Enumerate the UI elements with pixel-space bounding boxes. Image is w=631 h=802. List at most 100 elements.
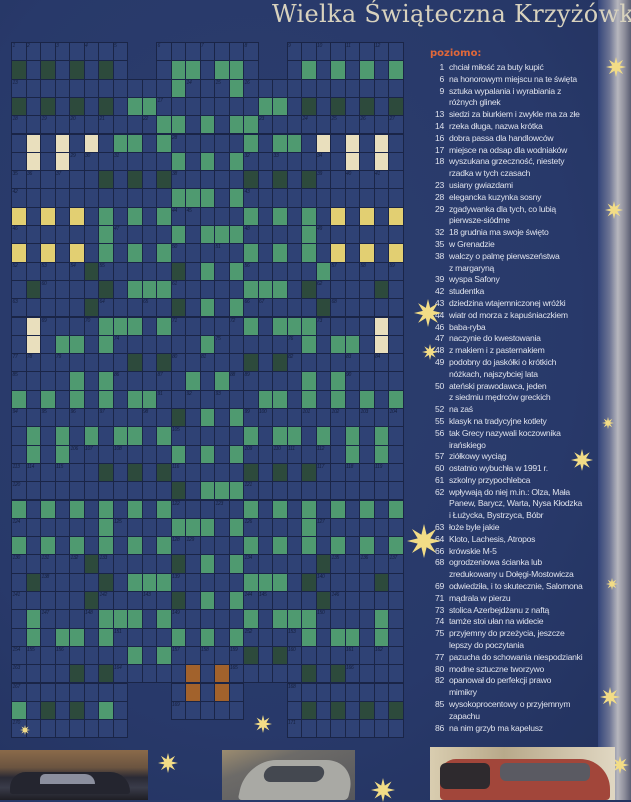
crossword-cell — [83, 298, 99, 318]
crossword-cell — [83, 700, 99, 721]
crossword-cell — [11, 243, 27, 263]
crossword-cell — [214, 572, 230, 592]
crossword-cell — [301, 371, 317, 391]
crossword-cell — [127, 316, 143, 336]
crossword-cell — [257, 334, 273, 355]
crossword-cell — [185, 96, 201, 117]
crossword-cell — [199, 206, 215, 226]
crossword-cell — [170, 554, 186, 574]
cell-number: 6 — [157, 43, 161, 49]
crossword-cell — [301, 353, 317, 373]
crossword-cell — [359, 572, 375, 592]
star-icon — [254, 715, 272, 733]
crossword-cell — [170, 627, 186, 647]
crossword-cell — [185, 627, 201, 647]
crossword-cell — [243, 389, 259, 409]
clue-number: 44 — [434, 309, 444, 320]
crossword-cell — [228, 60, 244, 80]
clue-line: 13 siedzi za biurkiem i zwykle ma za złe — [426, 109, 601, 121]
crossword-cell — [330, 353, 346, 373]
crossword-cell — [286, 554, 302, 574]
crossword-cell — [344, 151, 360, 172]
crossword-cell — [25, 298, 41, 318]
crossword-cell — [40, 719, 56, 739]
crossword-cell — [344, 60, 360, 80]
clue-line: 63 łoże byle jakie — [426, 522, 601, 534]
crossword-cell — [127, 426, 143, 446]
clue-number: 14 — [434, 120, 444, 131]
crossword-cell — [25, 572, 41, 592]
clue-number: 43 — [434, 297, 444, 308]
clue-text: z margaryną — [449, 262, 495, 273]
cell-number: 10 — [317, 43, 322, 49]
crossword-cell — [330, 719, 346, 739]
crossword-cell — [257, 371, 273, 391]
clue-line: 55 klasyk na tradycyjne kotlety — [426, 416, 601, 428]
crossword-cell — [257, 96, 273, 117]
crossword-cell — [388, 627, 404, 647]
crossword-cell — [69, 536, 85, 556]
crossword-cell — [54, 664, 70, 684]
crossword-cell — [25, 96, 41, 117]
crossword-cell — [156, 279, 172, 300]
crossword-cell — [243, 170, 259, 190]
clue-line: 47 naczynie do kwestowania — [426, 333, 601, 345]
crossword-cell — [98, 170, 114, 190]
crossword-cell — [330, 682, 346, 702]
clue-line: 44 wiatr od morza z kapuśniaczkiem — [426, 310, 601, 322]
cell-number: 48 — [244, 226, 250, 232]
clue-number: 75 — [434, 628, 444, 639]
clue-number: 57 — [434, 451, 444, 462]
clue-number: 39 — [434, 274, 444, 285]
crossword-cell — [315, 645, 331, 666]
crossword-cell — [330, 609, 346, 629]
crossword-cell — [228, 151, 244, 172]
crossword-cell — [112, 261, 128, 281]
cell-number: 21 — [99, 116, 105, 123]
cell-number: 164 — [114, 665, 122, 672]
crossword-cell — [69, 426, 85, 446]
clue-line: 50 ateński prawodawca, jeden — [426, 381, 601, 393]
crossword-cell — [40, 389, 56, 409]
crossword-cell — [54, 536, 70, 556]
crossword-cell — [170, 298, 186, 318]
crossword-cell — [112, 645, 128, 666]
crossword-cell — [25, 700, 41, 721]
crossword-cell — [127, 96, 143, 117]
crossword-cell — [286, 389, 302, 409]
crossword-cell — [359, 517, 375, 538]
crossword-cell — [388, 298, 404, 318]
crossword-cell — [243, 243, 259, 263]
clue-line: nóżkach, najszybciej lata — [426, 369, 601, 381]
cell-number: 155 — [27, 646, 35, 653]
crossword-cell — [199, 462, 215, 483]
crossword-cell — [315, 78, 331, 98]
crossword-cell — [199, 261, 215, 281]
cell-number: 53 — [41, 262, 47, 269]
crossword-cell — [54, 719, 70, 739]
cell-number: 112 — [317, 445, 325, 452]
crossword-cell — [272, 353, 288, 373]
cell-number: 134 — [244, 555, 253, 562]
crossword-cell — [199, 279, 215, 300]
crossword-cell — [243, 536, 259, 556]
crossword-cell — [199, 188, 215, 208]
crossword-cell — [359, 60, 375, 80]
crossword-cell — [373, 371, 389, 391]
crossword-cell — [286, 298, 302, 318]
cell-number: 71 — [172, 317, 177, 324]
clue-number: 55 — [434, 415, 444, 426]
crossword-cell — [83, 96, 99, 117]
crossword-cell — [272, 609, 288, 629]
crossword-cell — [156, 133, 172, 153]
crossword-cell — [388, 279, 404, 300]
clue-number: 42 — [434, 286, 444, 297]
crossword-cell — [185, 261, 201, 281]
clue-text: zgadywanka dla tych, co lubią — [449, 203, 556, 214]
cell-number: 50 — [172, 244, 177, 251]
crossword-cell — [330, 206, 346, 226]
crossword-cell — [272, 115, 288, 135]
crossword-cell — [83, 554, 99, 574]
clue-number: 35 — [434, 238, 444, 249]
crossword-cell — [388, 225, 404, 245]
